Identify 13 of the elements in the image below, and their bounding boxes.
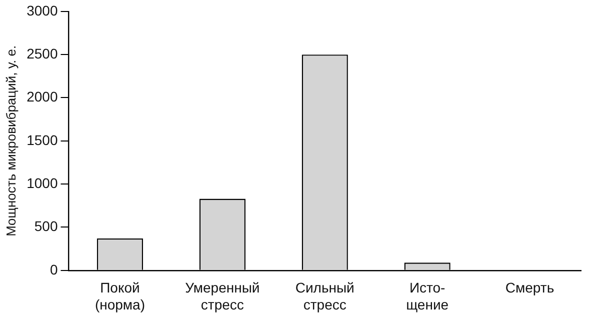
- y-tick-label: 0: [50, 261, 58, 278]
- x-tick-label: Смерть: [505, 280, 554, 296]
- y-tick-label: 1000: [26, 174, 58, 191]
- y-tick-label: 1500: [26, 132, 58, 148]
- x-tick-label: Исто- щение: [406, 280, 449, 312]
- y-tick-label: 2500: [26, 45, 58, 62]
- x-tick-label: Умеренный стресс: [185, 280, 260, 312]
- y-tick-label: 500: [34, 218, 58, 234]
- y-tick-label: 3000: [26, 2, 58, 18]
- y-axis-title: Мощность микровибраций, у. е.: [3, 45, 18, 236]
- x-tick-label: Сильный стресс: [295, 280, 354, 312]
- y-tick-label: 2000: [26, 88, 58, 105]
- x-tick-label: Покой (норма): [94, 280, 145, 312]
